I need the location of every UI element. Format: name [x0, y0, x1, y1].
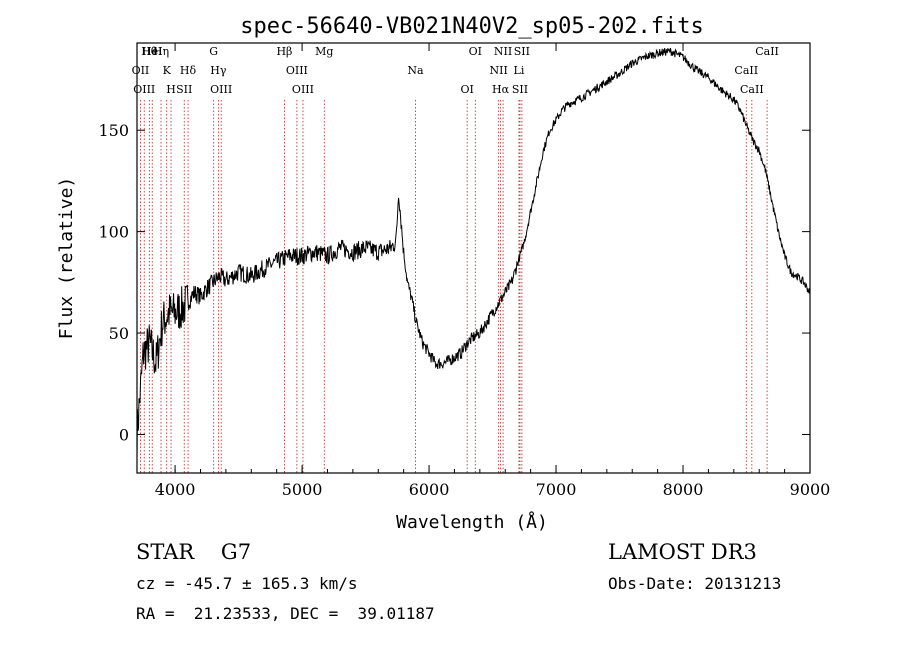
line-label: OIII: [292, 83, 314, 96]
x-tick-label: 6000: [409, 480, 450, 499]
line-label: Hθ: [141, 45, 158, 58]
y-tick-label: 50: [109, 324, 129, 343]
line-label: HeI: [142, 45, 162, 58]
line-label: CaII: [734, 64, 758, 77]
line-label: G: [209, 45, 218, 58]
line-label: K: [163, 64, 172, 77]
chart-title: spec-56640-VB021N40V2_sp05-202.fits: [240, 14, 704, 39]
obs-date: Obs-Date: 20131213: [608, 574, 781, 593]
series-flux: [136, 47, 811, 457]
plot-frame: [136, 42, 811, 474]
line-label: SII: [514, 45, 530, 58]
coordinates: RA = 21.23533, DEC = 39.01187: [136, 604, 435, 623]
x-tick-label: 5000: [282, 480, 323, 499]
x-tick-label: 7000: [536, 480, 577, 499]
x-tick-label: 9000: [790, 480, 831, 499]
line-label: OIII: [286, 64, 308, 77]
line-label: NII: [494, 45, 512, 58]
line-label: OIII: [133, 83, 155, 96]
line-label: H: [166, 83, 176, 96]
line-label: OI: [469, 45, 482, 58]
x-tick-label: 4000: [155, 480, 196, 499]
axis-ticks: 4000 5000 6000 7000 8000 9000 0 50 100 150: [98, 43, 830, 499]
line-label: OI: [460, 83, 473, 96]
redshift-cz: cz = -45.7 ± 165.3 km/s: [136, 574, 358, 593]
line-label: Na: [407, 64, 424, 77]
line-label: Hβ: [276, 45, 292, 58]
line-label: Hδ: [180, 64, 197, 77]
line-label: Li: [514, 64, 525, 77]
x-tick-label: 8000: [663, 480, 704, 499]
line-label: Hγ: [210, 64, 227, 77]
line-label: Hα: [492, 83, 510, 96]
line-label: OII: [132, 64, 150, 77]
line-label: NII: [489, 64, 507, 77]
line-label: CaII: [740, 83, 764, 96]
line-label: Hη: [153, 45, 169, 58]
line-label: Mg: [315, 45, 333, 58]
line-label: SII: [176, 83, 192, 96]
line-label: SII: [512, 83, 528, 96]
x-axis-label: Wavelength (Å): [396, 511, 548, 533]
line-label: OIII: [210, 83, 232, 96]
survey-name: LAMOST DR3: [608, 540, 757, 564]
y-tick-label: 0: [119, 425, 129, 444]
object-class: STAR G7: [136, 540, 251, 564]
y-tick-label: 100: [98, 223, 129, 242]
y-tick-label: 150: [98, 121, 129, 140]
y-axis-label: Flux (relative): [56, 177, 77, 340]
line-label: CaII: [755, 45, 779, 58]
